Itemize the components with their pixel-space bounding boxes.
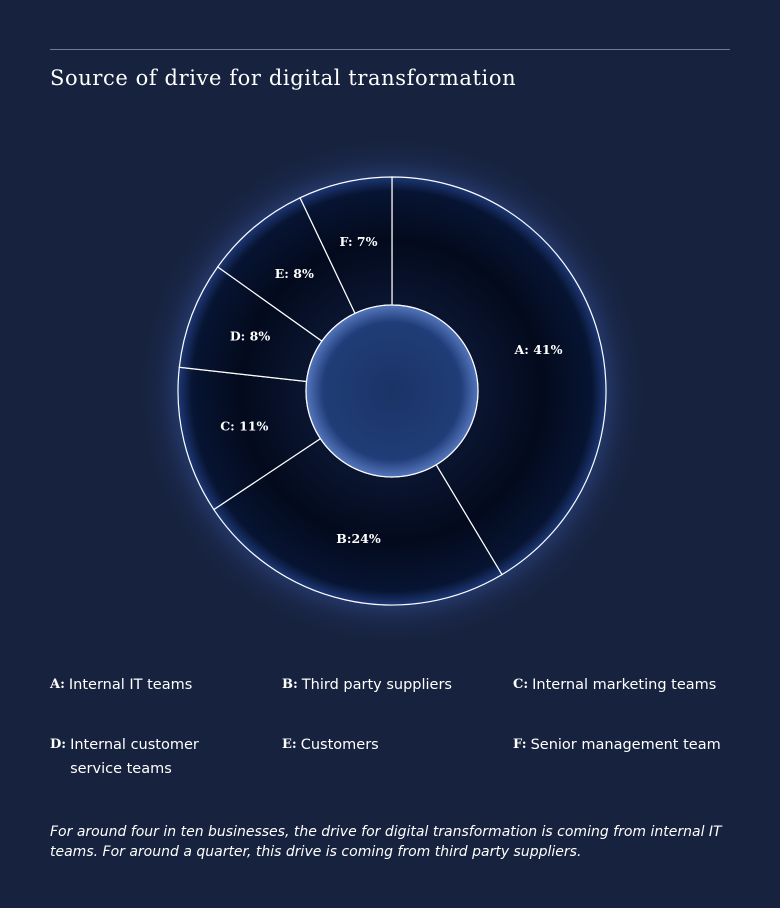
slice-label-b: B:24% bbox=[336, 531, 381, 546]
donut-chart: A: 41% B:24% C: 11% D: 8% E: 8% F: 7% bbox=[132, 131, 652, 650]
slice-label-f: F: 7% bbox=[340, 234, 378, 249]
legend-item-a: A: Internal IT teams bbox=[50, 673, 260, 697]
legend-desc: Senior management team bbox=[530, 737, 721, 753]
top-divider bbox=[50, 49, 730, 50]
legend-item-b: B: Third party suppliers bbox=[282, 673, 492, 697]
chart-title: Source of drive for digital transformati… bbox=[50, 66, 517, 90]
legend-desc: Internal customer service teams bbox=[70, 737, 199, 777]
chart-caption: For around four in ten businesses, the d… bbox=[50, 824, 722, 860]
legend-key: E: bbox=[282, 737, 297, 752]
legend-key: C: bbox=[513, 677, 529, 692]
legend-desc: Internal IT teams bbox=[68, 677, 193, 693]
slice-label-c: C: 11% bbox=[220, 418, 268, 433]
slice-labels: A: 41% B:24% C: 11% D: 8% E: 8% F: 7% bbox=[220, 234, 562, 546]
donut-hole bbox=[305, 304, 479, 478]
slice-label-d: D: 8% bbox=[230, 328, 271, 343]
legend-desc: Internal marketing teams bbox=[532, 677, 717, 693]
slice-group bbox=[177, 176, 607, 606]
slice-label-e: E: 8% bbox=[275, 266, 314, 281]
legend-item-e: E: Customers bbox=[282, 733, 492, 757]
legend-key: A: bbox=[50, 677, 65, 692]
legend-key: F: bbox=[513, 737, 527, 752]
legend-key: D: bbox=[50, 737, 67, 752]
legend-item-c: C: Internal marketing teams bbox=[513, 673, 743, 697]
slice-label-a: A: 41% bbox=[514, 342, 563, 357]
legend-key: B: bbox=[282, 677, 298, 692]
legend-item-f: F: Senior management team bbox=[513, 733, 743, 757]
legend-item-d: D: Internal customer service teams bbox=[50, 733, 210, 781]
legend-desc: Customers bbox=[300, 737, 379, 753]
legend-desc: Third party suppliers bbox=[301, 677, 452, 693]
